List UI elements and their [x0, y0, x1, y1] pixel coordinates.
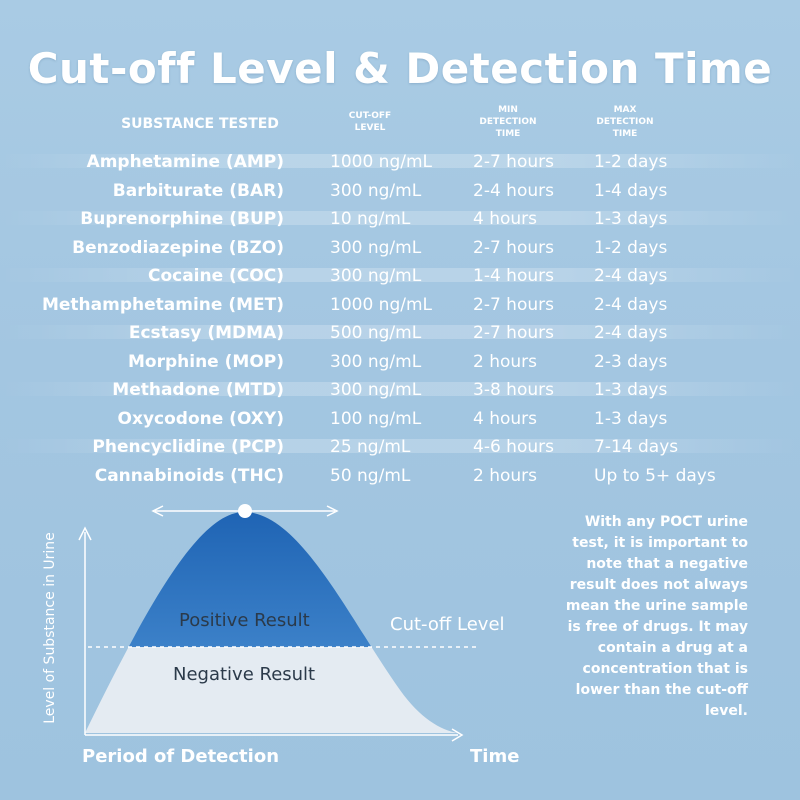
- header-cutoff: CUT-OFF LEVEL: [330, 110, 410, 134]
- table-row: Morphine (MOP) 300 ng/mL 2 hours 2-3 days: [0, 348, 800, 377]
- table-row: Cocaine (COC) 300 ng/mL 1-4 hours 2-4 days: [0, 262, 800, 291]
- row-band: [0, 439, 800, 453]
- cutoff-value: 300 ng/mL: [330, 180, 422, 201]
- row-band: [0, 268, 800, 282]
- max-time: 7-14 days: [594, 437, 679, 457]
- max-time: 1-3 days: [594, 209, 668, 229]
- min-time: 2-7 hours: [473, 294, 554, 315]
- cutoff-value: 25 ng/mL: [330, 437, 411, 457]
- substance-name: Oxycodone (OXY): [117, 408, 284, 429]
- peak-arrow-right: [326, 505, 339, 517]
- table-row: Barbiturate (BAR) 300 ng/mL 2-4 hours 1-4 d…: [0, 177, 800, 206]
- max-time: 1-2 days: [594, 152, 668, 172]
- header-substance: SUBSTANCE TESTED: [121, 116, 279, 132]
- row-band: [0, 325, 800, 339]
- min-time: 4 hours: [473, 209, 538, 229]
- cutoff-value: 50 ng/mL: [330, 465, 411, 486]
- table-row: Buprenorphine (BUP) 10 ng/mL 4 hours 1-3 da…: [0, 205, 800, 234]
- row-band: [0, 382, 800, 396]
- peak-arrow-left: [151, 505, 164, 517]
- max-time: 1-3 days: [594, 380, 668, 400]
- negative-result-label: Negative Result: [173, 664, 316, 685]
- substance-name: Morphine (MOP): [128, 351, 284, 372]
- cutoff-value: 1000 ng/mL: [330, 294, 432, 315]
- header-min-detection: MIN DETECTION TIME: [468, 104, 548, 140]
- min-time: 4 hours: [473, 408, 538, 429]
- header-min-line3: TIME: [495, 129, 521, 139]
- table-row: Benzodiazepine (BZO) 300 ng/mL 2-7 hours 1-…: [0, 234, 800, 263]
- min-time: 3-8 hours: [473, 380, 554, 400]
- cutoff-value: 500 ng/mL: [330, 323, 422, 343]
- min-time: 4-6 hours: [473, 437, 554, 457]
- cutoff-value: 300 ng/mL: [330, 351, 422, 372]
- min-time: 2-4 hours: [473, 180, 554, 201]
- table-row: Oxycodone (OXY) 100 ng/mL 4 hours 1-3 days: [0, 405, 800, 434]
- min-time: 2-7 hours: [473, 323, 554, 343]
- table-row: Ecstasy (MDMA) 500 ng/mL 2-7 hours 2-4 days: [0, 319, 800, 348]
- row-band: [0, 211, 800, 225]
- table-row: Cannabinoids (THC) 50 ng/mL 2 hours Up to 5…: [0, 462, 800, 491]
- cutoff-value: 300 ng/mL: [330, 380, 422, 400]
- min-time: 2-7 hours: [473, 152, 554, 172]
- y-axis-arrow: [78, 526, 92, 541]
- substance-name: Cocaine (COC): [147, 266, 284, 286]
- substance-name: Ecstasy (MDMA): [128, 323, 284, 343]
- cutoff-level-label: Cut-off Level: [390, 614, 505, 635]
- page-title: Cut-off Level & Detection Time: [27, 44, 773, 93]
- peak-marker: [238, 504, 252, 518]
- poct-note: With any POCT urine test, it is importan…: [565, 514, 748, 719]
- x-axis-label: Period of Detection: [82, 746, 280, 767]
- min-time: 1-4 hours: [473, 266, 554, 286]
- substance-name: Methadone (MTD): [112, 380, 284, 400]
- substance-table: Amphetamine (AMP) 1000 ng/mL 2-7 hours 1-2 …: [0, 148, 800, 490]
- table-row: Methadone (MTD) 300 ng/mL 3-8 hours 1-3 day…: [0, 376, 800, 405]
- positive-area: [128, 512, 372, 647]
- cutoff-value: 1000 ng/mL: [330, 152, 432, 172]
- min-time: 2 hours: [473, 351, 538, 372]
- substance-name: Amphetamine (AMP): [86, 152, 284, 172]
- substance-name: Methamphetamine (MET): [41, 294, 284, 315]
- substance-name: Phencyclidine (PCP): [92, 437, 284, 457]
- cutoff-value: 300 ng/mL: [330, 266, 422, 286]
- x-axis-arrow: [451, 728, 464, 742]
- max-time: 2-4 days: [594, 266, 668, 286]
- min-time: 2 hours: [473, 465, 538, 486]
- header-max-line3: TIME: [612, 129, 638, 139]
- substance-name: Cannabinoids (THC): [94, 465, 284, 486]
- max-time: 1-4 days: [594, 180, 668, 201]
- max-time: 1-3 days: [594, 408, 668, 429]
- header-max-detection: MAX DETECTION TIME: [585, 104, 665, 140]
- substance-name: Benzodiazepine (BZO): [72, 237, 284, 258]
- cutoff-value: 100 ng/mL: [330, 408, 422, 429]
- table-row: Amphetamine (AMP) 1000 ng/mL 2-7 hours 1-2 …: [0, 148, 800, 177]
- positive-result-label: Positive Result: [179, 610, 310, 631]
- header-min-line1: MIN: [498, 105, 518, 115]
- detection-diagram: [78, 504, 480, 742]
- negative-area: [85, 647, 458, 733]
- max-time: 2-3 days: [594, 351, 668, 372]
- table-row: Methamphetamine (MET) 1000 ng/mL 2-7 hours…: [0, 291, 800, 320]
- header-cutoff-line1: CUT-OFF: [348, 111, 392, 121]
- min-time: 2-7 hours: [473, 237, 554, 258]
- row-band: [0, 154, 800, 168]
- cutoff-value: 300 ng/mL: [330, 237, 422, 258]
- table-row: Phencyclidine (PCP) 25 ng/mL 4-6 hours 7-14…: [0, 433, 800, 462]
- header-max-line2: DETECTION: [596, 117, 654, 127]
- y-axis-label: Level of Substance in Urine: [42, 532, 58, 724]
- header-max-line1: MAX: [613, 105, 637, 115]
- header-cutoff-line2: LEVEL: [354, 123, 386, 133]
- time-label: Time: [470, 746, 520, 767]
- substance-name: Barbiturate (BAR): [112, 180, 284, 201]
- max-time: 2-4 days: [594, 294, 668, 315]
- max-time: 2-4 days: [594, 323, 668, 343]
- substance-name: Buprenorphine (BUP): [80, 209, 284, 229]
- max-time: 1-2 days: [594, 237, 668, 258]
- cutoff-value: 10 ng/mL: [330, 209, 411, 229]
- max-time: Up to 5+ days: [594, 465, 716, 486]
- header-min-line2: DETECTION: [479, 117, 537, 127]
